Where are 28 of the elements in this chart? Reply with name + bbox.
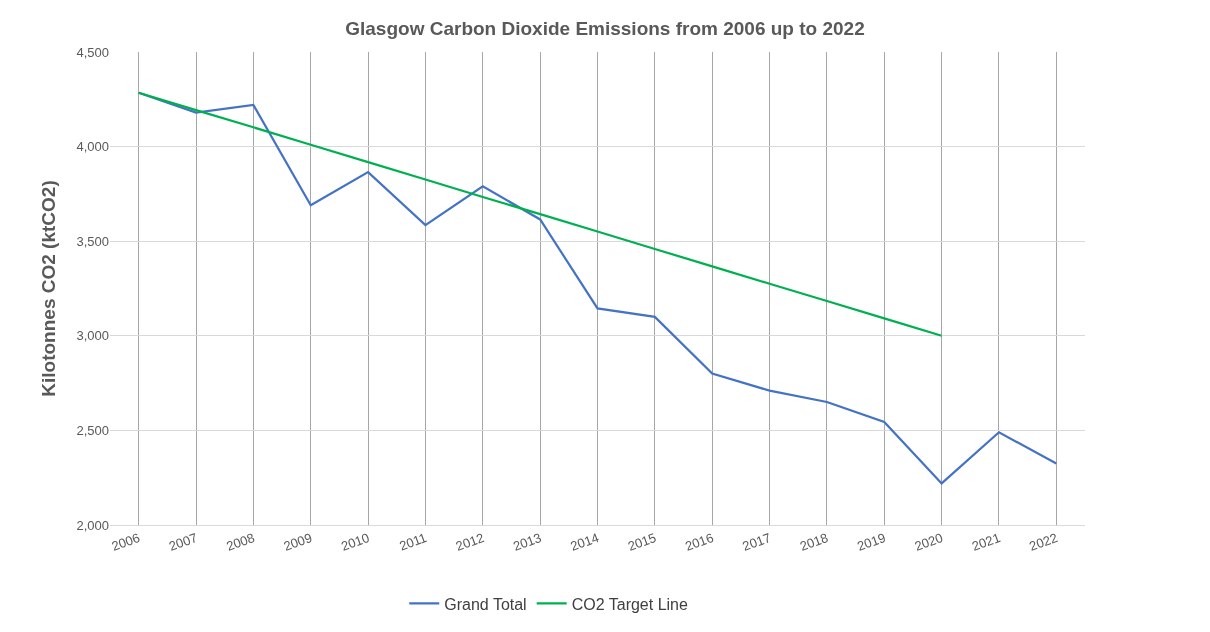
x-tick-label: 2017 bbox=[740, 529, 773, 554]
x-tick-label: 2012 bbox=[453, 529, 487, 554]
legend-label: Grand Total bbox=[444, 595, 527, 613]
legend-label: CO2 Target Line bbox=[571, 595, 688, 613]
x-tick-label: 2008 bbox=[224, 529, 257, 554]
x-tick-label: 2010 bbox=[339, 529, 372, 554]
y-tick-label: 2,500 bbox=[76, 422, 109, 438]
x-tick-label: 2009 bbox=[281, 529, 314, 554]
x-tick-label: 2007 bbox=[166, 529, 200, 554]
x-tick-label: 2006 bbox=[109, 529, 142, 554]
y-tick-label: 4,500 bbox=[76, 44, 109, 60]
x-tick-label: 2015 bbox=[625, 529, 659, 554]
line-series bbox=[137, 91, 943, 337]
x-tick-label: 2020 bbox=[912, 529, 945, 554]
x-tick-label: 2019 bbox=[855, 529, 888, 554]
x-tick-label: 2016 bbox=[683, 529, 716, 554]
x-tick-label: 2014 bbox=[568, 529, 601, 554]
y-tick-label: 4,000 bbox=[76, 139, 109, 155]
y-tick-label: 3,500 bbox=[76, 233, 109, 249]
y-axis-title: Kilotonnes CO2 (ktCO2) bbox=[38, 180, 60, 397]
x-tick-label: 2018 bbox=[797, 529, 831, 554]
x-tick-label: 2011 bbox=[397, 529, 429, 554]
x-tick-label: 2013 bbox=[511, 529, 544, 554]
x-tick-label: 2021 bbox=[969, 529, 1003, 554]
y-tick-label: 2,000 bbox=[76, 517, 109, 533]
x-tick-label: 2022 bbox=[1027, 529, 1060, 554]
chart-title: Glasgow Carbon Dioxide Emissions from 2006 up to 2022 bbox=[345, 18, 865, 40]
y-tick-label: 3,000 bbox=[76, 328, 109, 344]
